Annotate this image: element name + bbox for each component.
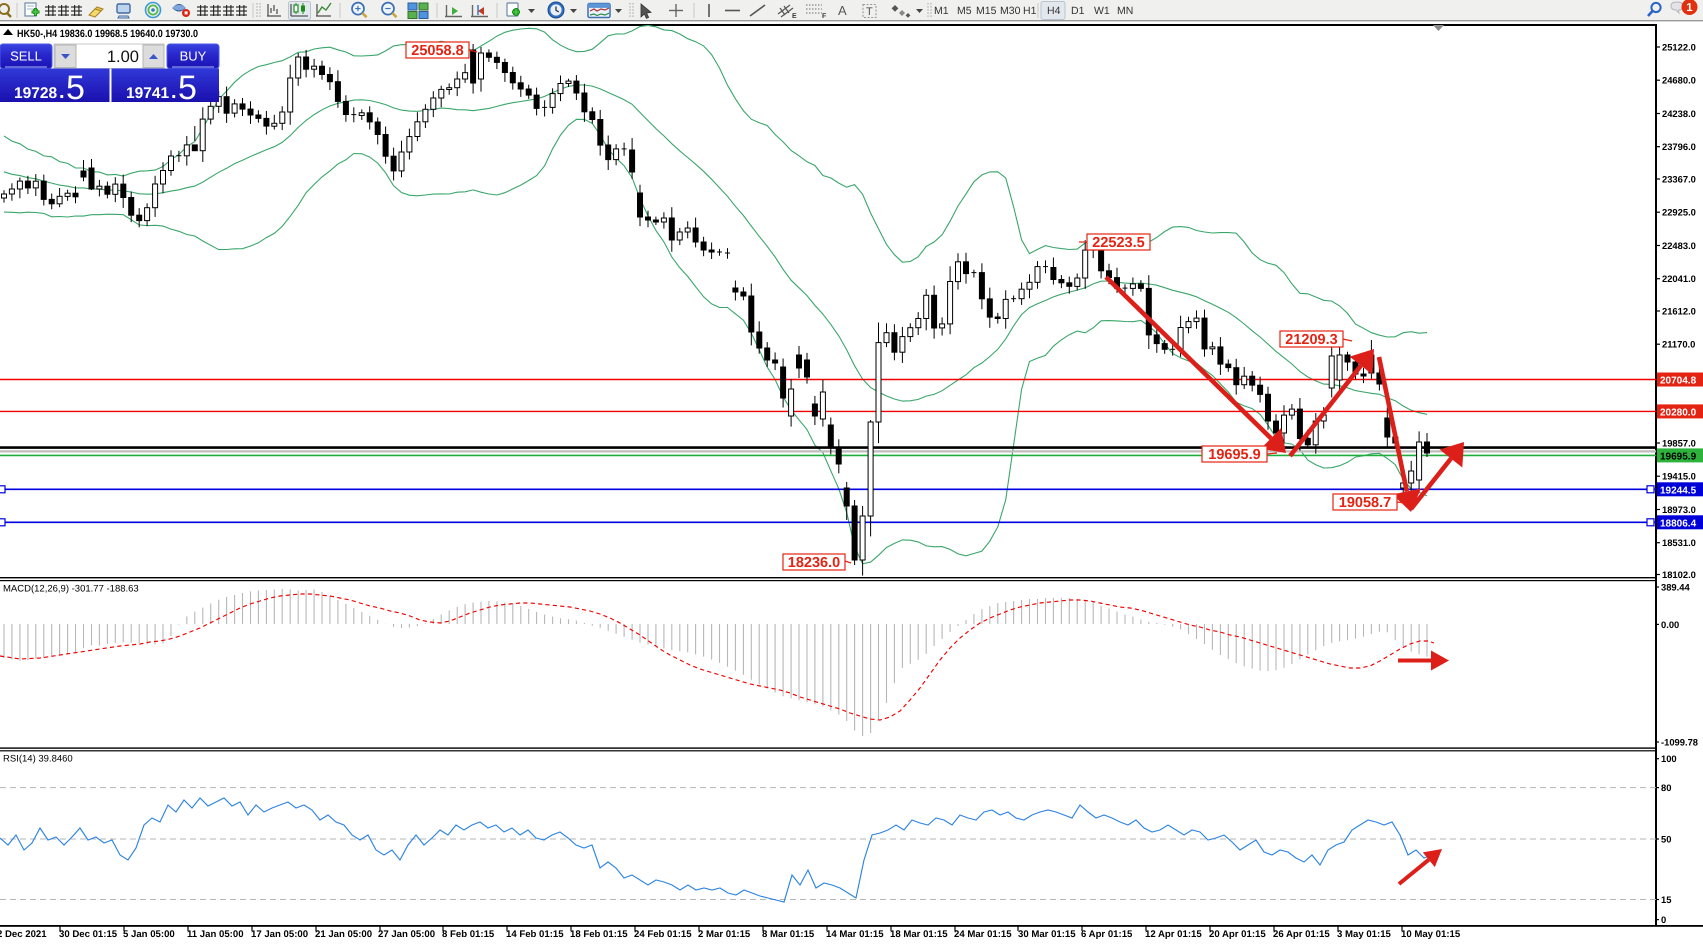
svg-text:26 Apr 01:15: 26 Apr 01:15	[1273, 929, 1330, 940]
svg-text:5: 5	[178, 69, 197, 107]
svg-text:1: 1	[1686, 2, 1693, 14]
svg-text:18806.4: 18806.4	[1660, 518, 1697, 529]
svg-text:24680.0: 24680.0	[1662, 75, 1696, 86]
svg-text:24 Mar 01:15: 24 Mar 01:15	[954, 929, 1012, 940]
svg-text:12 Apr 01:15: 12 Apr 01:15	[1145, 929, 1202, 940]
svg-text:18236.0: 18236.0	[788, 555, 840, 571]
svg-text:24238.0: 24238.0	[1662, 108, 1696, 119]
svg-text:8 Mar 01:15: 8 Mar 01:15	[762, 929, 815, 940]
svg-text:15: 15	[1661, 894, 1671, 905]
svg-text:19695.9: 19695.9	[1660, 451, 1697, 462]
svg-text:23367.0: 23367.0	[1662, 174, 1696, 185]
svg-text:30 Dec 01:15: 30 Dec 01:15	[59, 929, 118, 940]
svg-text:20 Apr 01:15: 20 Apr 01:15	[1209, 929, 1266, 940]
svg-text:30 Mar 01:15: 30 Mar 01:15	[1018, 929, 1076, 940]
svg-text:BUY: BUY	[180, 49, 207, 64]
svg-text:E: E	[792, 13, 797, 20]
svg-text:0.00: 0.00	[1661, 619, 1679, 630]
svg-text:27 Jan 05:00: 27 Jan 05:00	[378, 929, 435, 940]
svg-text:18973.0: 18973.0	[1662, 504, 1696, 515]
svg-text:M30: M30	[1000, 5, 1021, 17]
svg-text:24 Feb 01:15: 24 Feb 01:15	[634, 929, 692, 940]
svg-text:50: 50	[1661, 834, 1671, 845]
svg-text:21612.0: 21612.0	[1662, 306, 1696, 317]
svg-text:F: F	[822, 13, 827, 20]
svg-text:19415.0: 19415.0	[1662, 471, 1696, 482]
svg-text:22041.0: 22041.0	[1662, 273, 1696, 284]
svg-text:SELL: SELL	[10, 49, 42, 64]
svg-text:M15: M15	[976, 5, 997, 17]
svg-text:MACD(12,26,9) -301.77 -188.63: MACD(12,26,9) -301.77 -188.63	[3, 584, 139, 595]
svg-text:11 Jan 05:00: 11 Jan 05:00	[187, 929, 244, 940]
svg-text:3 May 01:15: 3 May 01:15	[1337, 929, 1392, 940]
svg-text:21170.0: 21170.0	[1662, 339, 1695, 350]
svg-text:8 Feb 01:15: 8 Feb 01:15	[442, 929, 495, 940]
svg-text:20280.0: 20280.0	[1660, 407, 1697, 418]
svg-text:5: 5	[66, 69, 85, 107]
svg-text:HK50-,H4 19836.0 19968.5 1964: HK50-,H4 19836.0 19968.5 19640.0 19730.0	[17, 28, 198, 40]
svg-text:14 Mar 01:15: 14 Mar 01:15	[826, 929, 884, 940]
svg-text:14 Feb 01:15: 14 Feb 01:15	[506, 929, 564, 940]
svg-text:M5: M5	[957, 5, 972, 17]
svg-text:22483.0: 22483.0	[1662, 240, 1696, 251]
svg-text:0: 0	[1661, 914, 1666, 925]
svg-text:1.00: 1.00	[107, 48, 139, 66]
svg-text:22523.5: 22523.5	[1092, 235, 1144, 251]
svg-text:2 Mar 01:15: 2 Mar 01:15	[698, 929, 751, 940]
svg-text:MN: MN	[1117, 5, 1133, 17]
svg-text:T: T	[866, 6, 873, 18]
svg-text:H1: H1	[1023, 5, 1037, 17]
svg-text:-1099.78: -1099.78	[1661, 737, 1698, 748]
svg-text:18102.0: 18102.0	[1662, 569, 1696, 580]
svg-text:22925.0: 22925.0	[1662, 207, 1696, 218]
svg-text:25058.8: 25058.8	[411, 43, 463, 59]
svg-text:20704.8: 20704.8	[1660, 376, 1697, 387]
svg-text:+: +	[355, 3, 361, 15]
svg-text:389.44: 389.44	[1661, 582, 1690, 593]
svg-text:19244.5: 19244.5	[1660, 485, 1697, 496]
svg-text:18531.0: 18531.0	[1662, 537, 1696, 548]
svg-text:6 Apr 01:15: 6 Apr 01:15	[1081, 929, 1133, 940]
svg-text:18 Mar 01:15: 18 Mar 01:15	[890, 929, 948, 940]
svg-text:25122.0: 25122.0	[1662, 42, 1696, 53]
svg-text:80: 80	[1661, 782, 1671, 793]
svg-text:19857.0: 19857.0	[1662, 438, 1696, 449]
svg-text:D1: D1	[1071, 5, 1085, 17]
svg-text:M1: M1	[934, 5, 949, 17]
svg-text:18 Feb 01:15: 18 Feb 01:15	[570, 929, 628, 940]
svg-text:2 Dec 2021: 2 Dec 2021	[0, 929, 47, 940]
svg-text:W1: W1	[1094, 5, 1110, 17]
svg-text:H4: H4	[1047, 5, 1061, 17]
svg-text:19058.7: 19058.7	[1339, 495, 1391, 511]
svg-text:17 Jan 05:00: 17 Jan 05:00	[251, 929, 308, 940]
svg-text:19728: 19728	[14, 85, 57, 102]
svg-text:100: 100	[1661, 753, 1677, 764]
svg-text:RSI(14) 39.8460: RSI(14) 39.8460	[3, 754, 73, 765]
svg-text:A: A	[838, 3, 847, 18]
svg-text:−: −	[385, 3, 391, 15]
svg-text:.: .	[59, 81, 65, 103]
svg-text:19741: 19741	[126, 85, 169, 102]
svg-text:19695.9: 19695.9	[1208, 447, 1260, 463]
svg-text:21 Jan 05:00: 21 Jan 05:00	[315, 929, 372, 940]
svg-text:21209.3: 21209.3	[1285, 332, 1337, 348]
svg-text:23796.0: 23796.0	[1662, 141, 1696, 152]
svg-text:5 Jan 05:00: 5 Jan 05:00	[123, 929, 175, 940]
svg-text:.: .	[171, 81, 177, 103]
svg-text:10 May 01:15: 10 May 01:15	[1401, 929, 1461, 940]
